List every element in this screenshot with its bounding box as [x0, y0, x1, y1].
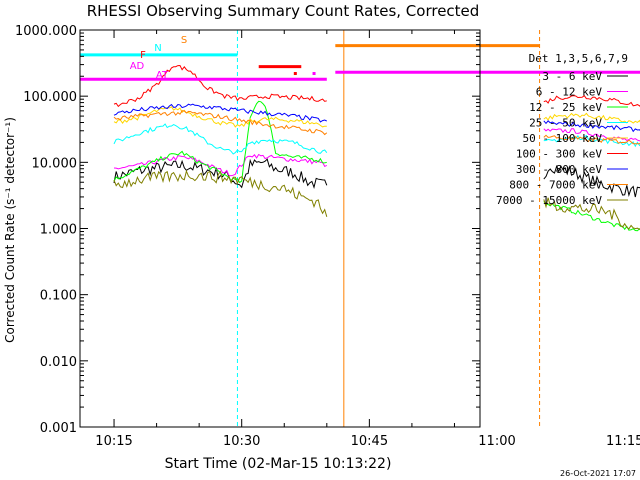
series-line-6-seg-0	[113, 103, 328, 123]
legend-label-1: 6 - 12 keV	[536, 86, 603, 99]
legend-label-3: 25 - 50 keV	[529, 117, 602, 130]
series-line-2-seg-1	[543, 201, 640, 232]
series-line-0-seg-1	[543, 164, 640, 198]
series-line-7-seg-0	[113, 110, 328, 136]
series-line-7-seg-1	[543, 134, 640, 145]
legend-label-2: 12 - 25 keV	[529, 101, 602, 114]
y-tick-label-0: 1000.000	[15, 24, 77, 39]
x-tick-label-0: 10:15	[95, 434, 132, 449]
series-line-6-seg-1	[543, 120, 640, 133]
y-axis-label: Corrected Count Rate (s⁻¹ detector⁻¹)	[3, 117, 17, 343]
x-tick-label-2: 10:45	[351, 434, 388, 449]
y-tick-label-3: 1.000	[40, 223, 77, 238]
y-tick-label-4: 0.100	[40, 289, 77, 304]
plot-frame	[79, 29, 481, 428]
flag-label-n: N	[154, 43, 161, 54]
series-line-3-seg-0	[113, 123, 328, 155]
legend-label-4: 50 - 100 keV	[523, 132, 603, 145]
flag-label-s: S	[181, 35, 187, 46]
legend-label-5: 100 - 300 keV	[516, 148, 602, 161]
series-line-3-seg-1	[543, 134, 640, 148]
series-line-8-seg-1	[543, 197, 640, 230]
x-tick-label-3: 11:00	[478, 434, 515, 449]
y-tick-label-6: 0.001	[40, 421, 77, 436]
y-tick-label-2: 10.000	[32, 156, 78, 171]
flag-label-ad: AD	[130, 61, 145, 72]
y-tick-label-1: 100.000	[23, 90, 77, 105]
series-line-5-seg-1	[543, 95, 640, 108]
flag-label-at: AT	[156, 70, 169, 81]
legend: 3 - 6 keV 6 - 12 keV 12 - 25 keV 25 - 50 ke…	[496, 70, 628, 207]
legend-label-6: 300 - 800 keV	[516, 163, 602, 176]
series-line-1-seg-0	[113, 153, 328, 177]
axes: 1000.000 100.000 10.000 1.000 0.100 0.010 0.00…	[15, 24, 640, 449]
flag-marker-1	[312, 72, 316, 76]
y-tick-label-5: 0.010	[40, 355, 77, 370]
series-line-4-seg-0	[113, 106, 327, 128]
legend-label-0: 3 - 6 keV	[542, 70, 602, 83]
legend-label-8: 7000 - 15000 keV	[496, 194, 602, 207]
series-line-0-seg-0	[113, 158, 328, 190]
series-line-4-seg-1	[543, 112, 640, 124]
flag-marker-0	[293, 72, 297, 76]
series-line-1-seg-1	[543, 128, 640, 142]
x-tick-label-4: 11:15	[606, 434, 640, 449]
series-line-2-seg-0	[113, 100, 327, 184]
legend-label-7: 800 - 7000 keV	[509, 179, 602, 192]
series-line-8-seg-0	[113, 169, 328, 217]
timestamp: 26-Oct-2021 17:07	[560, 469, 636, 478]
x-axis-label: Start Time (02-Mar-15 10:13:22)	[165, 456, 392, 472]
chart-title: RHESSI Observing Summary Count Rates, Co…	[87, 2, 480, 20]
flag-label-f: F	[140, 50, 146, 61]
flag-bars: NF S AD AT	[80, 35, 640, 81]
legend-title: Det 1,3,5,6,7,9	[529, 52, 628, 65]
x-tick-label-1: 10:30	[223, 434, 260, 449]
series-group	[113, 64, 640, 232]
series-line-5-seg-0	[113, 64, 327, 108]
